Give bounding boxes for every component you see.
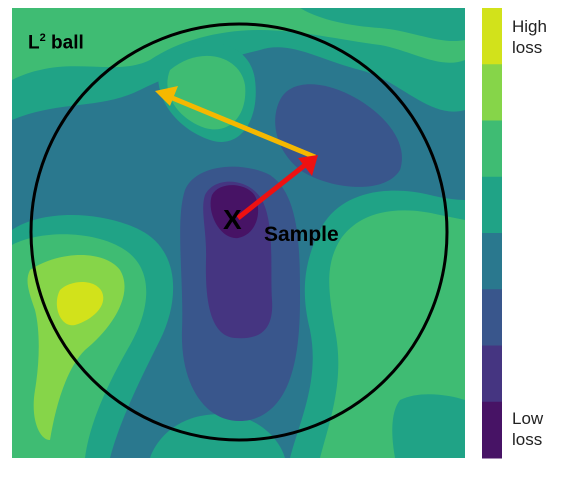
contour (167, 55, 246, 130)
sample-arrow (236, 163, 307, 220)
colorbar-low-label: Low loss (512, 409, 544, 449)
loss-surface (12, 8, 465, 458)
colorbar (482, 8, 502, 459)
l2-ball (29, 22, 449, 442)
contour (12, 8, 465, 80)
colorbar-swatch (482, 120, 502, 178)
sample-label: Sample (264, 223, 339, 246)
contour (150, 414, 285, 458)
colorbar-swatch (482, 64, 502, 121)
ball-label-base: L (28, 32, 40, 54)
colorbar-swatch (482, 289, 502, 346)
colorbar-swatch (482, 401, 502, 459)
colorbar-swatch (482, 8, 502, 65)
ball-label-sup: 2 (39, 32, 46, 44)
contour (300, 8, 465, 42)
gradient-arrow (169, 94, 316, 160)
colorbar-swatch (482, 345, 502, 403)
contour (56, 282, 104, 326)
colorbar-swatch (482, 176, 502, 234)
colorbar-high-label: High loss (512, 17, 547, 57)
colorbar-swatch (482, 233, 502, 290)
arrowhead (298, 155, 318, 176)
ball-label: L2 ball (28, 32, 84, 54)
contour (210, 185, 259, 239)
arrowhead (155, 86, 178, 106)
point-label: X (223, 204, 242, 235)
contour (392, 394, 465, 458)
ball-label-suffix: ball (51, 32, 84, 54)
